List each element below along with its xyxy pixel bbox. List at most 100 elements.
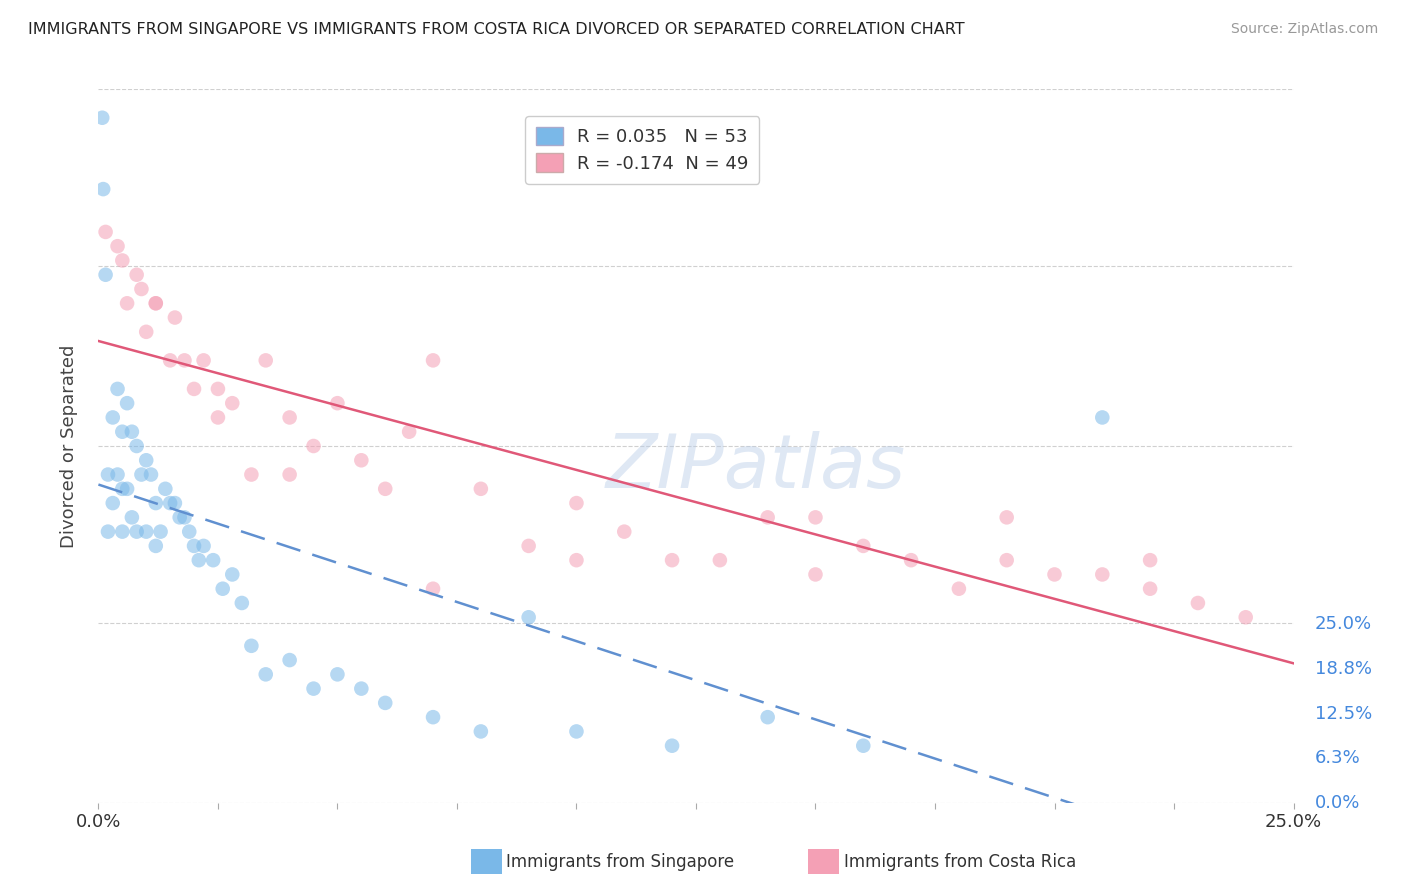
Point <box>1234 610 1257 624</box>
Point <box>1139 553 1161 567</box>
Point <box>995 553 1018 567</box>
Point <box>97 467 120 482</box>
Point <box>125 524 148 539</box>
Point <box>517 610 540 624</box>
Point <box>94 225 117 239</box>
Point <box>115 296 138 310</box>
Point <box>187 553 209 567</box>
Text: 6.3%: 6.3% <box>1315 749 1361 767</box>
Point <box>193 539 215 553</box>
Point <box>173 353 195 368</box>
Point <box>125 439 148 453</box>
Point <box>709 553 731 567</box>
Point <box>97 524 120 539</box>
Point <box>101 410 124 425</box>
Point <box>240 639 263 653</box>
Point <box>135 524 157 539</box>
Point <box>1043 567 1066 582</box>
Point <box>159 496 181 510</box>
Point <box>107 239 129 253</box>
Point <box>179 524 201 539</box>
Y-axis label: Divorced or Separated: Divorced or Separated <box>59 344 77 548</box>
Text: 0.0%: 0.0% <box>1315 794 1360 812</box>
Point <box>125 268 148 282</box>
Point <box>661 553 683 567</box>
Text: Immigrants from Costa Rica: Immigrants from Costa Rica <box>844 853 1076 871</box>
Point <box>422 710 444 724</box>
Text: IMMIGRANTS FROM SINGAPORE VS IMMIGRANTS FROM COSTA RICA DIVORCED OR SEPARATED CO: IMMIGRANTS FROM SINGAPORE VS IMMIGRANTS … <box>28 22 965 37</box>
Point <box>326 396 349 410</box>
Point <box>374 696 396 710</box>
Point <box>240 467 263 482</box>
Point <box>202 553 225 567</box>
Point <box>149 524 172 539</box>
Point <box>565 553 588 567</box>
Point <box>183 539 205 553</box>
Point <box>1187 596 1209 610</box>
Point <box>398 425 420 439</box>
Point <box>326 667 349 681</box>
Point <box>145 296 167 310</box>
Point <box>111 482 134 496</box>
Text: 18.8%: 18.8% <box>1315 660 1372 678</box>
Point <box>163 496 186 510</box>
Point <box>278 653 301 667</box>
Point <box>565 496 588 510</box>
Point <box>278 467 301 482</box>
Legend: R = 0.035   N = 53, R = -0.174  N = 49: R = 0.035 N = 53, R = -0.174 N = 49 <box>524 116 759 184</box>
Text: ZIPatlas: ZIPatlas <box>606 432 905 503</box>
Point <box>193 353 215 368</box>
Point <box>422 353 444 368</box>
Point <box>1139 582 1161 596</box>
Point <box>995 510 1018 524</box>
Point <box>91 182 114 196</box>
Point <box>804 567 827 582</box>
Point <box>131 467 153 482</box>
Text: Immigrants from Singapore: Immigrants from Singapore <box>506 853 734 871</box>
Point <box>173 510 195 524</box>
Point <box>145 539 167 553</box>
Point <box>517 539 540 553</box>
Point <box>254 353 277 368</box>
Point <box>756 510 779 524</box>
Point <box>207 410 229 425</box>
Point <box>155 482 177 496</box>
Point <box>350 681 373 696</box>
Point <box>470 482 492 496</box>
Point <box>183 382 205 396</box>
Point <box>302 681 325 696</box>
Point <box>107 382 129 396</box>
Point <box>852 539 875 553</box>
Point <box>111 253 134 268</box>
Point <box>115 396 138 410</box>
Point <box>94 268 117 282</box>
Point <box>111 524 134 539</box>
Point <box>1091 567 1114 582</box>
Point <box>135 453 157 467</box>
Point <box>350 453 373 467</box>
Text: 25.0%: 25.0% <box>1315 615 1372 633</box>
Point <box>211 582 233 596</box>
Point <box>661 739 683 753</box>
Point <box>115 482 138 496</box>
Point <box>145 496 167 510</box>
Point <box>91 111 114 125</box>
Point <box>231 596 253 610</box>
Point <box>121 425 143 439</box>
Point <box>948 582 970 596</box>
Point <box>302 439 325 453</box>
Point <box>565 724 588 739</box>
Point <box>101 496 124 510</box>
Text: 12.5%: 12.5% <box>1315 705 1372 723</box>
Point <box>254 667 277 681</box>
Point <box>422 582 444 596</box>
Point <box>107 467 129 482</box>
Point <box>900 553 922 567</box>
Point <box>207 382 229 396</box>
Point <box>804 510 827 524</box>
Point <box>111 425 134 439</box>
Point <box>131 282 153 296</box>
Point <box>756 710 779 724</box>
Point <box>852 739 875 753</box>
Text: Source: ZipAtlas.com: Source: ZipAtlas.com <box>1230 22 1378 37</box>
